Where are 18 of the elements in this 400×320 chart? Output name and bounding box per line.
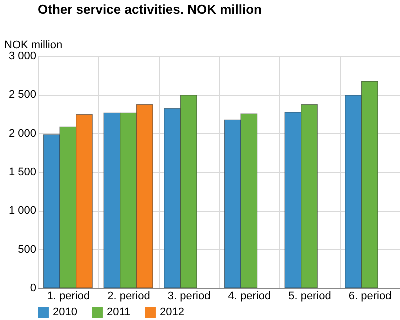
x-tick-label: 6. period xyxy=(348,290,392,302)
x-tick-label: 3. period xyxy=(168,290,211,302)
x-tick-label: 5. period xyxy=(288,290,332,302)
y-tick-label: 500 xyxy=(18,244,36,256)
y-tick-label: 1 500 xyxy=(8,166,36,178)
x-tick-label: 1. period xyxy=(47,290,90,302)
legend-label: 2010 xyxy=(53,306,78,319)
legend-label: 2012 xyxy=(160,306,184,319)
legend-label: 2011 xyxy=(107,306,131,319)
y-axis-title: NOK million xyxy=(4,40,63,52)
y-tick-label: 0 xyxy=(30,282,36,294)
y-tick-label: 1 000 xyxy=(8,205,36,218)
y-tick-label: 3 000 xyxy=(8,50,36,62)
chart-title: Other service activities. NOK million xyxy=(38,2,262,17)
y-tick-label: 2 500 xyxy=(8,89,36,102)
y-tick-label: 2 000 xyxy=(8,128,36,140)
x-tick-label: 4. period xyxy=(228,290,272,302)
x-tick-label: 2. period xyxy=(108,290,150,302)
